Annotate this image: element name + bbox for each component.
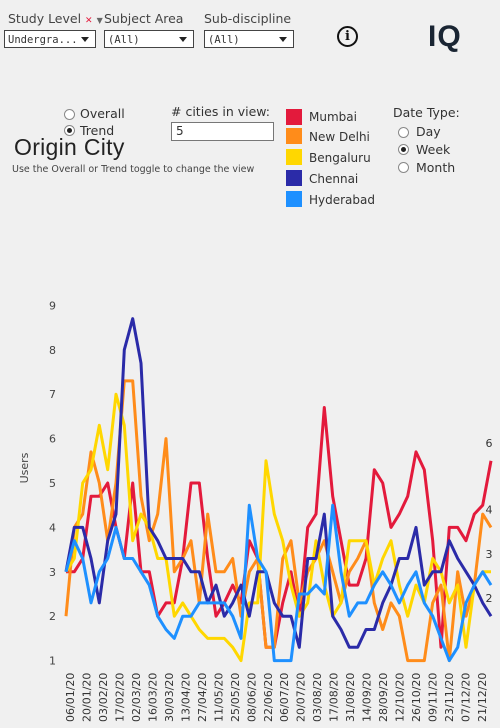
overall-radio[interactable] <box>64 109 75 120</box>
x-tick-label: 06/01/20 <box>64 673 77 722</box>
day-radio[interactable] <box>398 127 409 138</box>
chevron-down-icon <box>81 37 89 42</box>
y-tick-label: 8 <box>49 344 56 357</box>
legend-swatch-bengaluru[interactable] <box>286 149 302 165</box>
y-tick-label: 6 <box>49 433 56 446</box>
legend-swatch-hyderabad[interactable] <box>286 191 302 207</box>
iq-logo: IQ <box>428 20 462 53</box>
overall-option-label: Overall <box>80 106 125 121</box>
page-title: Origin City <box>14 134 125 160</box>
x-tick-label: 06/07/20 <box>278 673 291 722</box>
sub-discipline-label: Sub-discipline <box>204 11 292 26</box>
legend-swatch-new-delhi[interactable] <box>286 128 302 144</box>
x-tick-label: 20/07/20 <box>295 673 308 722</box>
x-tick-label: 21/12/20 <box>476 673 489 722</box>
cities-in-view-label: # cities in view: <box>171 104 271 119</box>
x-tick-label: 12/10/20 <box>394 673 407 722</box>
x-tick-label: 30/03/20 <box>163 673 176 722</box>
x-tick-label: 25/05/20 <box>229 673 242 722</box>
series-line-chennai[interactable] <box>64 317 493 649</box>
week-radio[interactable] <box>398 144 409 155</box>
month-radio[interactable] <box>398 162 409 173</box>
y-tick-label: 3 <box>49 566 56 579</box>
x-tick-label: 09/11/20 <box>427 673 440 722</box>
x-tick-label: 16/03/20 <box>146 673 159 722</box>
trend-option-label: Trend <box>80 123 115 138</box>
legend-swatch-mumbai[interactable] <box>286 109 302 125</box>
day-option-label: Day <box>416 124 441 139</box>
series-line-hyderabad[interactable] <box>64 503 493 663</box>
x-tick-label: 14/09/20 <box>361 673 374 722</box>
info-icon[interactable]: i <box>337 26 358 47</box>
x-tick-label: 08/06/20 <box>245 673 258 722</box>
x-tick-label: 07/12/20 <box>460 673 473 722</box>
subject-area-label: Subject Area <box>104 11 184 26</box>
x-tick-label: 27/04/20 <box>196 673 209 722</box>
y-tick-label: 2 <box>49 610 56 623</box>
legend-label-new-delhi[interactable]: New Delhi <box>309 130 370 144</box>
filter-clear-icon[interactable]: ✕ <box>85 16 93 26</box>
x-tick-label: 17/08/20 <box>328 673 341 722</box>
study-level-select[interactable]: Undergra... <box>4 30 96 48</box>
x-tick-label: 20/01/20 <box>81 673 94 722</box>
end-value-label: 2 <box>486 592 493 605</box>
y-tick-label: 7 <box>49 388 56 401</box>
end-value-label: 3 <box>486 548 493 561</box>
date-type-label: Date Type: <box>393 105 460 120</box>
y-tick-label: 5 <box>49 477 56 490</box>
y-tick-label: 1 <box>49 655 56 668</box>
legend-label-mumbai[interactable]: Mumbai <box>309 110 357 124</box>
x-tick-label: 28/09/20 <box>377 673 390 722</box>
legend-label-chennai[interactable]: Chennai <box>309 172 359 186</box>
sub-discipline-select[interactable]: (All) <box>204 30 294 48</box>
series-line-mumbai[interactable] <box>66 406 493 649</box>
x-tick-label: 03/02/20 <box>97 673 110 722</box>
month-option-label: Month <box>416 160 456 175</box>
legend-label-hyderabad[interactable]: Hyderabad <box>309 193 375 207</box>
series-line-new-delhi[interactable] <box>64 379 493 663</box>
legend-swatch-chennai[interactable] <box>286 170 302 186</box>
x-tick-label: 13/04/20 <box>179 673 192 722</box>
subtitle-clip: Use the Overall or Trend toggle to chang… <box>12 164 284 175</box>
y-tick-label: 9 <box>49 299 56 312</box>
x-tick-label: 22/06/20 <box>262 673 275 722</box>
y-tick-label: 4 <box>49 521 56 534</box>
page-subtitle: Use the Overall or Trend toggle to chang… <box>12 164 255 175</box>
dropdown-caret-icon[interactable]: ▼ <box>96 16 103 25</box>
week-option-label: Week <box>416 142 451 157</box>
x-tick-label: 03/08/20 <box>311 673 324 722</box>
subject-area-select[interactable]: (All) <box>104 30 194 48</box>
cities-in-view-input[interactable]: 5 <box>171 122 274 141</box>
x-tick-label: 02/03/20 <box>130 673 143 722</box>
trend-radio[interactable] <box>64 125 75 136</box>
end-value-label: 4 <box>486 503 493 516</box>
x-tick-label: 26/10/20 <box>410 673 423 722</box>
chevron-down-icon <box>179 37 187 42</box>
y-axis-label: Users <box>18 452 31 483</box>
x-tick-label: 17/02/20 <box>113 673 126 722</box>
x-tick-label: 23/11/20 <box>443 673 456 722</box>
chevron-down-icon <box>279 37 287 42</box>
legend-label-bengaluru[interactable]: Bengaluru <box>309 151 371 165</box>
end-value-label: 6 <box>486 437 493 450</box>
x-tick-label: 31/08/20 <box>344 673 357 722</box>
x-tick-label: 11/05/20 <box>212 673 225 722</box>
study-level-label: Study Level ✕ ▼ <box>8 11 103 26</box>
series-line-bengaluru[interactable] <box>64 392 491 663</box>
